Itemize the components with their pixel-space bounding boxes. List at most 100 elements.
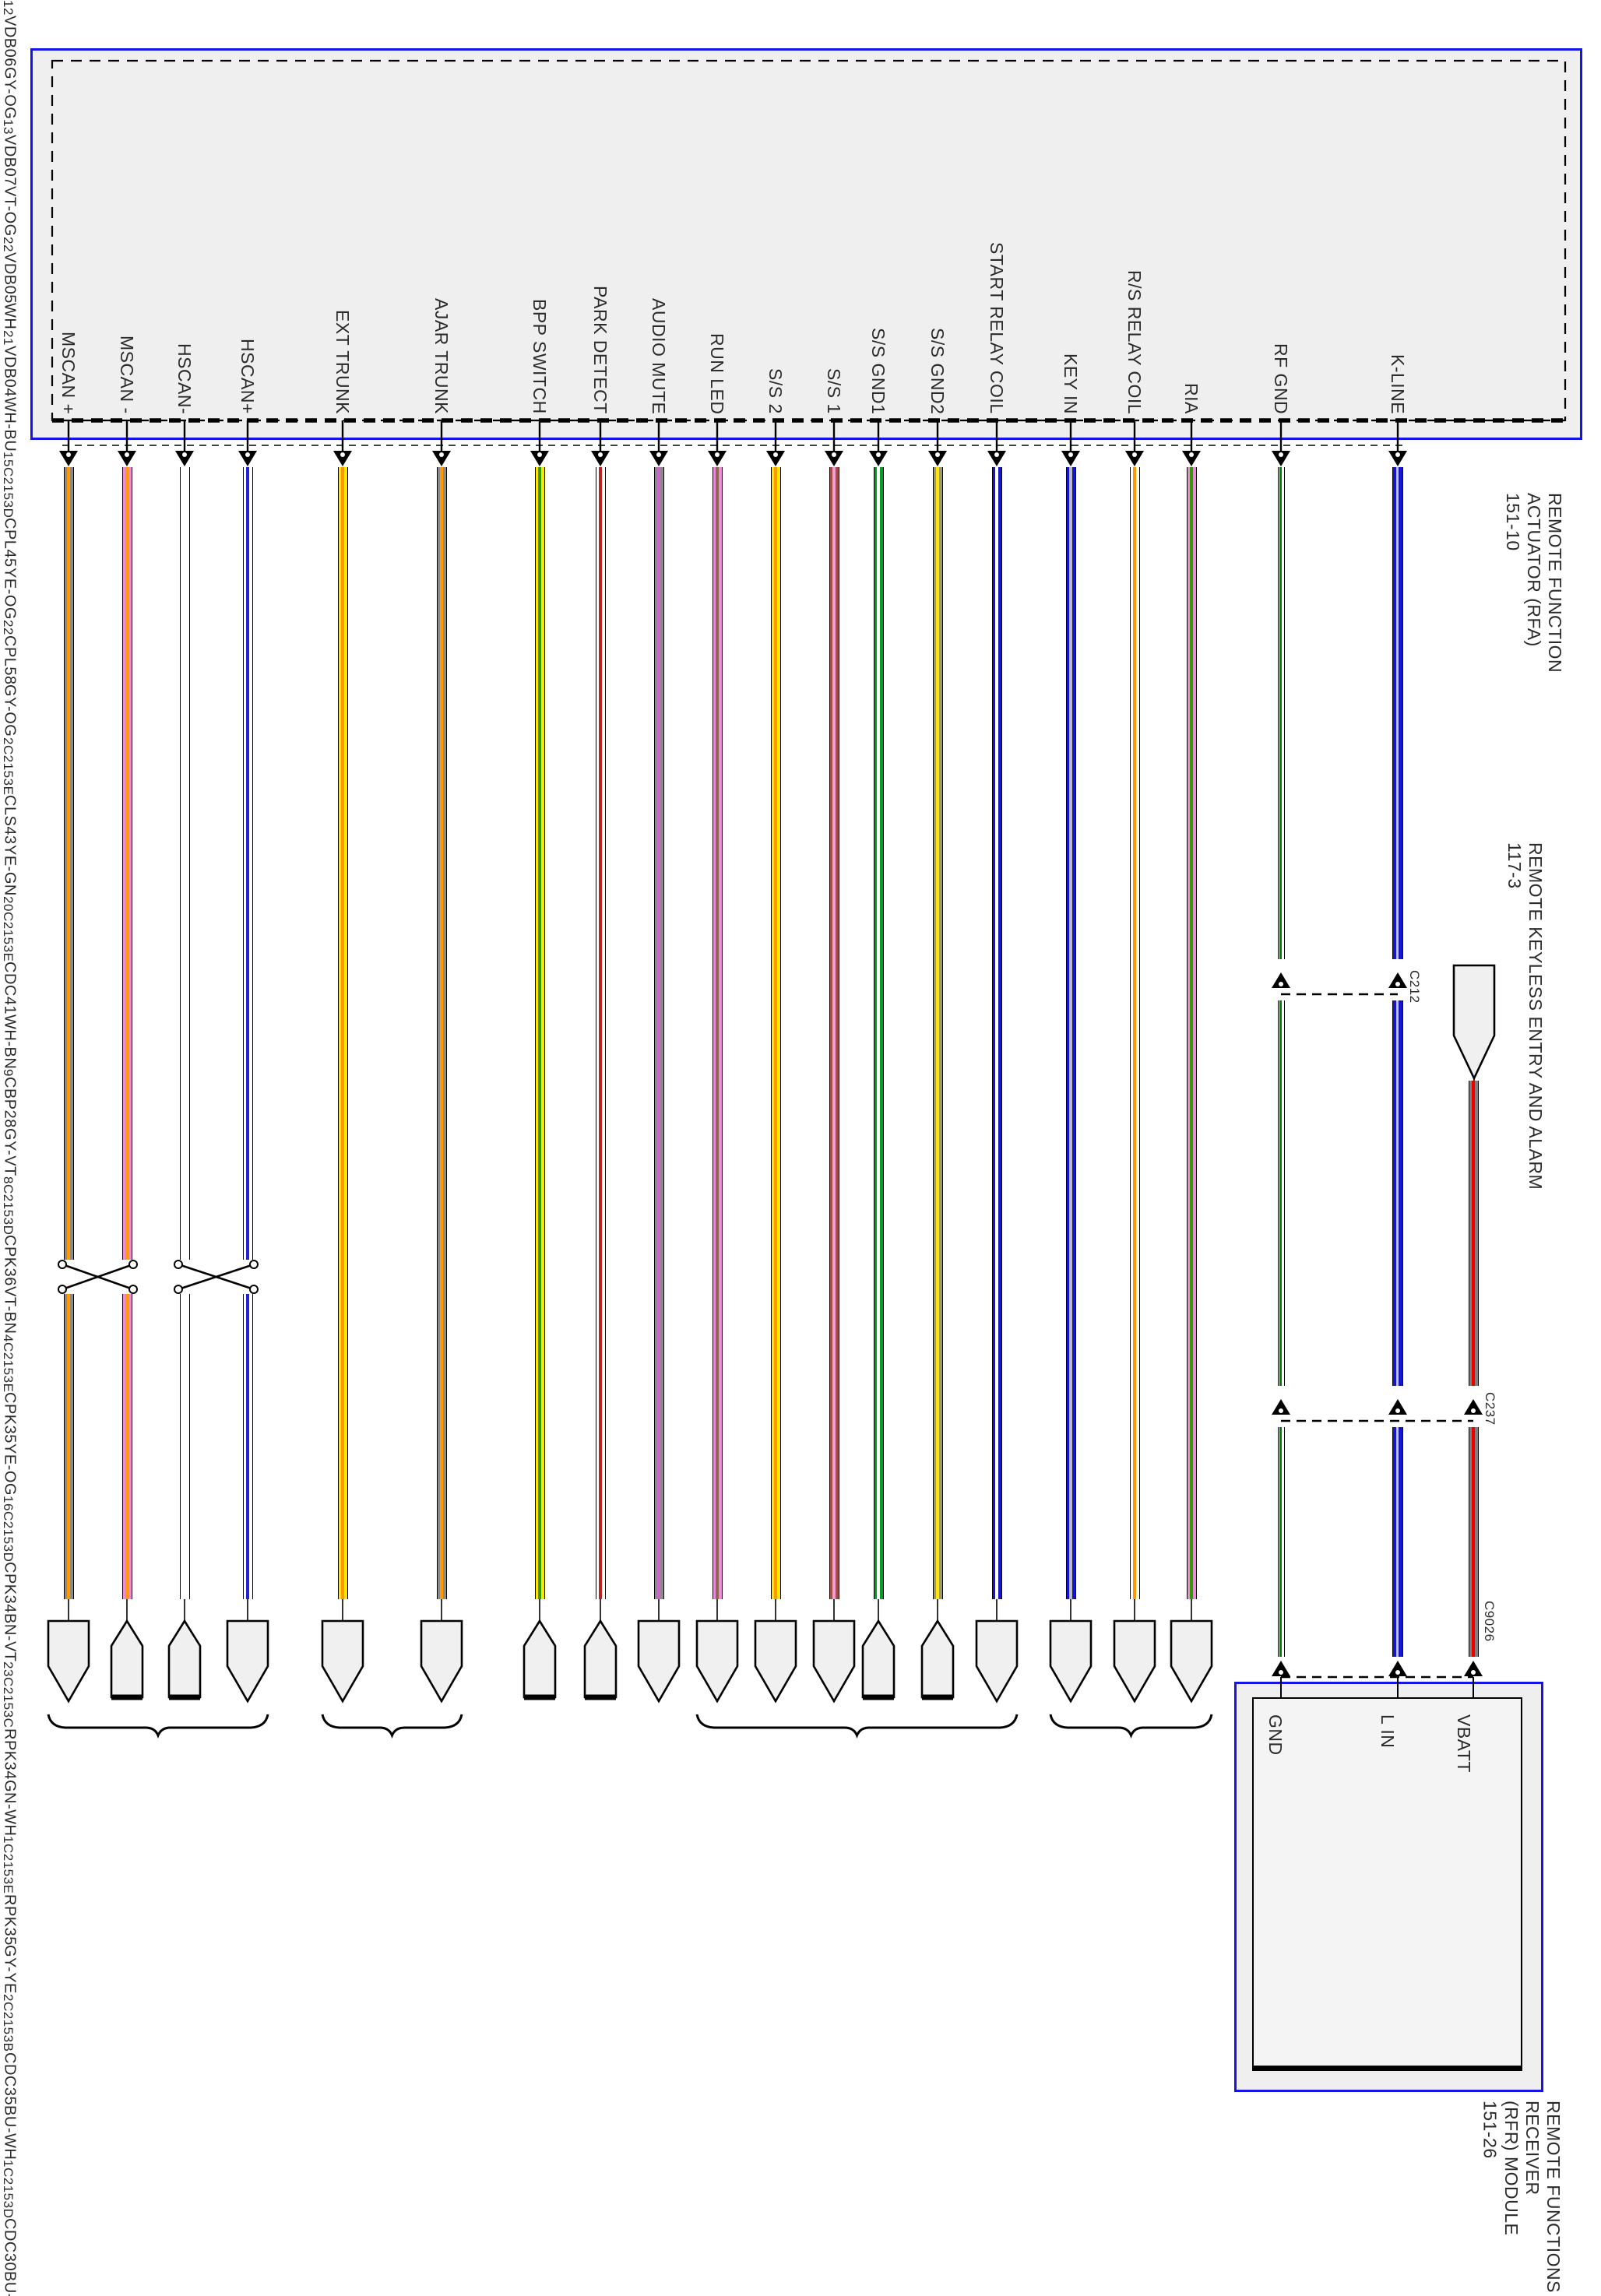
wire-CPL58-stripe — [439, 467, 443, 1599]
wire-code-label-6: CLS43 — [1, 795, 19, 845]
rfr-pin-vbatt: VBATT — [1454, 1714, 1475, 1773]
terminal-arrow-up-7 — [583, 1619, 618, 1699]
rfa-pin-connector-arrow-18 — [1272, 451, 1290, 466]
wire-VDB07-stripe — [125, 467, 128, 1260]
rke-connector-letter: A — [1465, 983, 1485, 995]
destination-brace-2 — [695, 1714, 1019, 1739]
wire-CDC34-stripe — [1132, 467, 1136, 1599]
rfa-pin-number-7: 20 — [1, 895, 16, 912]
rfa-pin-label-3: HSCAN+ — [238, 339, 259, 414]
wire-code-label-14: CDC35 — [1, 2052, 19, 2105]
wire-color-label-2: WH — [1, 303, 19, 330]
wire-color-label-3: WH-BU — [1, 396, 19, 452]
rfa-pin-number-11: 16 — [1, 1495, 16, 1511]
terminal-arrow-up-1 — [110, 1619, 144, 1699]
wire-CPK36-stripe — [715, 467, 719, 1599]
wire-CPK34-segment — [829, 467, 839, 1599]
rfa-pin-label-4: EXT TRUNK — [333, 309, 354, 414]
wire-CPL58-segment — [436, 467, 447, 1599]
rfa-pin-label-wrap-13: S/S GND2 — [927, 74, 950, 414]
terminal-arrow-up-12 — [861, 1619, 896, 1699]
wire-VDB07-stripe — [125, 1294, 128, 1599]
rfa-pin-connector-name-15: C2153D — [1, 2168, 16, 2219]
rfa-pin-number-12: 23 — [1, 1661, 16, 1678]
wire-code-label-11: CPK34 — [1, 1562, 19, 1613]
rfa-pin-connector-arrow-9 — [708, 451, 727, 466]
terminal-arrow-down-0 — [47, 1619, 90, 1704]
destination-brace-3 — [1049, 1714, 1213, 1739]
wire-VPL56-segment — [1392, 467, 1403, 959]
rfa-pin-label-5: AJAR TRUNK — [431, 298, 452, 414]
wire-VPL56-stripe — [1396, 1427, 1399, 1657]
rfa-pin-number-8: 9 — [1, 1069, 16, 1078]
wire-VDB04-segment — [242, 467, 253, 1260]
rfa-pin-label-wrap-12: S/S GND1 — [867, 74, 891, 414]
rke-source-label: REMOTE KEYLESS ENTRY AND ALARM 117-3 — [1504, 842, 1546, 1190]
wire-color-label-7: WH-BN — [1, 1014, 19, 1070]
rfa-pin-connector-name-6: C2153E — [1, 744, 16, 796]
wire-VDB06-segment — [63, 1294, 74, 1599]
wire-VDB07-segment — [121, 467, 132, 1260]
rfr-pin-gnd: GND — [1265, 1714, 1286, 1756]
rfa-pin-label-wrap-1: MSCAN - — [116, 74, 139, 414]
rfa-pin-connector-arrow-12 — [869, 451, 888, 466]
rfa-pin-label-wrap-18: RF GND — [1270, 74, 1293, 414]
wire-CDC30-stripe — [1068, 467, 1072, 1599]
wire-VDB04-stripe — [245, 1294, 249, 1599]
wire-CBP28-stripe — [656, 467, 660, 1599]
connector-c237-label: C237 — [1483, 1392, 1498, 1426]
wire-CDC41-stripe — [598, 467, 602, 1599]
wire-CDC35-stripe — [994, 467, 998, 1599]
wire-CBP28-segment — [653, 467, 664, 1599]
wire-CDC30-segment — [1065, 467, 1076, 1599]
rfa-pin-label-wrap-5: AJAR TRUNK — [431, 74, 454, 414]
rfa-pin-number-14: 2 — [1, 1994, 16, 2002]
rfa-pin-number-9: 8 — [1, 1176, 16, 1184]
rfa-pin-label-wrap-0: MSCAN + — [58, 74, 81, 414]
terminal-arrow-down-15 — [1049, 1619, 1093, 1704]
rfa-pin-number-2: 22 — [1, 236, 16, 252]
rfa-module-title: REMOTE FUNCTION ACTUATOR (RFA) 151-10 — [1502, 493, 1565, 673]
wire-code-label-3: VDB04 — [1, 345, 19, 397]
rfa-pin-label-wrap-7: PARK DETECT — [589, 74, 613, 414]
wire-code-label-0: VDB06 — [1, 15, 19, 67]
wire-RPK34-stripe — [876, 467, 880, 1599]
wire-code-label-12: RPK34 — [1, 1728, 19, 1780]
wire-color-label-12: GN-WH — [1, 1779, 19, 1837]
rfa-pin-label-12: S/S GND1 — [868, 327, 889, 414]
rfa-pin-label-9: RUN LED — [707, 332, 728, 414]
terminal-arrow-down-8 — [637, 1619, 681, 1704]
rfa-pin-label-wrap-9: RUN LED — [706, 74, 730, 414]
wire-color-label-14: BU-WH — [1, 2104, 19, 2161]
rfa-pin-label-wrap-8: AUDIO MUTE — [648, 74, 671, 414]
rfa-pin-number-0: 12 — [1, 0, 16, 16]
wire-CDC35-segment — [991, 467, 1002, 1599]
c212-terminal-arrow-1 — [1388, 972, 1407, 988]
wire-CDC34-segment — [1129, 467, 1140, 1599]
rfa-pin-connector-arrow-5 — [432, 451, 451, 466]
c9026-terminal-arrow-1 — [1388, 1661, 1407, 1676]
c212-terminal-arrow-0 — [1272, 972, 1290, 988]
wire-color-label-10: YE-OG — [1, 1443, 19, 1496]
rfa-pin-label-14: START RELAY COIL — [987, 242, 1008, 414]
wire-code-label-7: CDC41 — [1, 961, 19, 1015]
rfa-pin-number-6: 2 — [1, 737, 16, 745]
wire-color-label-1: VT-OG — [1, 185, 19, 237]
rfa-pin-label-0: MSCAN + — [58, 331, 79, 414]
wire-CPL45-stripe — [340, 467, 344, 1599]
terminal-arrow-down-4 — [321, 1619, 364, 1704]
twisted-pair-symbol-0 — [58, 1260, 138, 1294]
wire-RPK34-segment — [873, 467, 884, 1599]
wire-RPL56-segment — [1277, 1000, 1285, 1386]
rfa-pin-label-18: RF GND — [1271, 343, 1292, 414]
wire-VPL56-stripe — [1396, 467, 1399, 959]
rfr-module-inner-box — [1252, 1697, 1522, 2071]
destination-brace-1 — [321, 1714, 463, 1739]
terminal-arrow-down-17 — [1170, 1619, 1213, 1704]
rfa-pin-connector-arrow-4 — [333, 451, 352, 466]
rfa-pin-label-wrap-19: K-LINE — [1387, 74, 1410, 414]
rfa-pin-label-wrap-16: R/S RELAY COIL — [1124, 74, 1147, 414]
rfa-pin-label-8: AUDIO MUTE — [649, 297, 670, 414]
wire-RPK35-stripe — [935, 467, 939, 1599]
wire-RPK35-segment — [932, 467, 943, 1599]
